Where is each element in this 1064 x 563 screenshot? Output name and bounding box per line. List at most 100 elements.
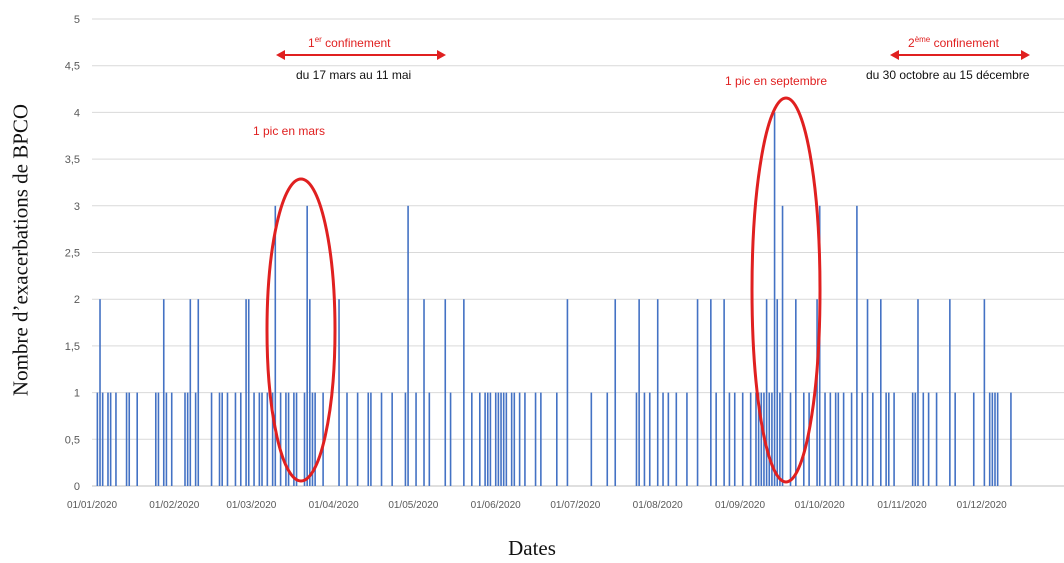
bar — [715, 392, 717, 486]
bar — [253, 392, 255, 486]
bar — [518, 392, 521, 486]
bar — [287, 392, 290, 486]
bar — [428, 392, 431, 486]
bar — [128, 392, 131, 486]
bar — [949, 299, 951, 486]
bar — [802, 392, 805, 486]
bar — [391, 392, 393, 486]
bar — [524, 392, 526, 486]
y-tick-label: 0 — [74, 481, 80, 493]
confinement-2-arrow-head-right — [1021, 50, 1030, 60]
bar — [972, 392, 975, 486]
y-axis-label-container: Nombre d’exacerbations de BPCO — [4, 60, 38, 440]
confinement-1-arrow-head-right — [437, 50, 446, 60]
bar — [757, 392, 760, 486]
bar — [954, 392, 956, 486]
x-tick-label: 01/08/2020 — [633, 500, 683, 511]
peak-march-label: 1 pic en mars — [253, 124, 326, 138]
bar — [513, 392, 516, 486]
bar — [346, 392, 348, 486]
bar — [486, 392, 489, 486]
bar — [656, 299, 659, 486]
bar — [285, 392, 287, 486]
x-tick-label: 01/04/2020 — [309, 500, 359, 511]
bar — [136, 392, 138, 486]
confinement-2-arrow-head-left — [890, 50, 899, 60]
bar — [245, 299, 247, 486]
bar — [380, 392, 383, 486]
bar — [880, 299, 882, 486]
confinement-1-title: 1er confinement — [308, 35, 391, 50]
bar — [463, 299, 465, 486]
bar — [338, 299, 340, 486]
bar — [194, 392, 197, 486]
peak-september-label: 1 pic en septembre — [725, 74, 828, 88]
bar — [816, 299, 818, 486]
x-tick-label: 01/10/2020 — [795, 500, 845, 511]
bar — [415, 392, 417, 486]
bar — [755, 392, 757, 486]
bar — [186, 392, 189, 486]
bar — [370, 392, 372, 486]
bar — [423, 299, 425, 486]
bar — [710, 299, 712, 486]
y-tick-label: 4 — [74, 107, 80, 119]
bar — [917, 299, 919, 486]
bar — [643, 392, 646, 486]
bar — [471, 392, 473, 486]
y-tick-label: 5 — [74, 14, 80, 26]
bar — [922, 392, 925, 486]
bar — [834, 392, 837, 486]
bar — [218, 392, 221, 486]
peak-march-ellipse — [265, 177, 337, 483]
bar — [210, 392, 213, 486]
bar — [404, 392, 407, 486]
y-tick-label: 1 — [74, 388, 80, 400]
bar — [170, 392, 173, 486]
bar — [728, 392, 731, 486]
bar — [295, 392, 298, 486]
bar — [258, 392, 261, 486]
bar — [935, 392, 938, 486]
bar — [662, 392, 664, 486]
y-tick-label: 2,5 — [65, 248, 80, 260]
x-tick-label: 01/07/2020 — [550, 500, 600, 511]
confinement-1-dates: du 17 mars au 11 mai — [296, 68, 412, 82]
x-tick-label: 01/03/2020 — [226, 500, 276, 511]
bar — [789, 392, 792, 486]
bar — [911, 392, 914, 486]
bar — [165, 392, 168, 486]
bar — [893, 392, 895, 486]
bar — [293, 392, 295, 486]
y-tick-label: 3 — [74, 201, 80, 213]
bar — [773, 112, 776, 487]
bar — [271, 392, 274, 486]
bar — [861, 392, 864, 486]
bar — [266, 392, 269, 486]
bar — [234, 392, 237, 486]
bar — [850, 392, 853, 486]
bar — [497, 392, 500, 486]
bar — [556, 392, 558, 486]
bar — [614, 299, 617, 486]
bar — [872, 392, 874, 486]
bar — [667, 392, 670, 486]
bar — [99, 299, 101, 486]
bar — [590, 392, 593, 486]
bar — [107, 392, 109, 486]
bar — [927, 392, 930, 486]
y-tick-label: 4,5 — [65, 61, 80, 73]
y-axis-label: Nombre d’exacerbations de BPCO — [8, 103, 33, 397]
bar — [837, 392, 840, 486]
bar — [824, 392, 826, 486]
bar — [125, 392, 128, 486]
bar — [749, 392, 752, 486]
x-tick-label: 01/05/2020 — [388, 500, 438, 511]
bar — [741, 392, 744, 486]
bar — [226, 392, 229, 486]
bar — [311, 392, 314, 486]
confinement-1-arrow-head-left — [276, 50, 285, 60]
bar — [776, 299, 779, 486]
bar — [808, 392, 810, 486]
